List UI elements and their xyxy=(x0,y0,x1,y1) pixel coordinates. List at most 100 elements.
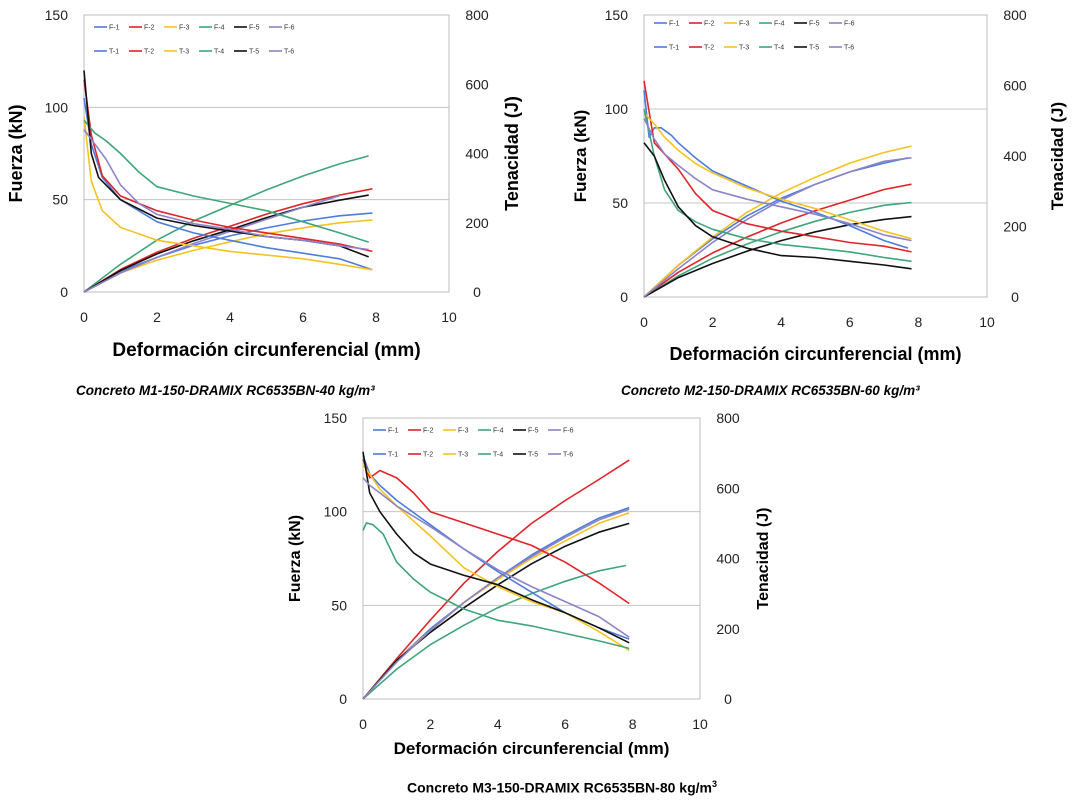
chart-1-caption: Concreto M1-150-DRAMIX RC6535BN-40 kg/m³ xyxy=(76,383,375,398)
y-tick-label: 50 xyxy=(331,597,347,613)
chart-3-caption-superscript: 3 xyxy=(711,779,717,789)
x-tick-label: 0 xyxy=(359,716,367,732)
y-tick-label: 100 xyxy=(605,101,629,117)
plot-area xyxy=(362,417,701,700)
y-tick-label: 100 xyxy=(45,99,69,115)
chart-2: 0 2 4 6 8 100501001500200400600800Deformación… xyxy=(571,7,1067,364)
legend-label-t-4: T-4 xyxy=(214,49,224,56)
legend-label-f-6: F-6 xyxy=(844,21,855,28)
legend-label-f-5: F-5 xyxy=(528,428,539,435)
legend-label-f-1: F-1 xyxy=(109,25,120,32)
x-tick-label: 8 xyxy=(372,309,380,325)
x-axis-title: Deformación circunferencial (mm) xyxy=(394,739,670,758)
chart-3: 0 2 4 6 8 100501001500200400600800Deformación… xyxy=(287,410,772,758)
x-axis-title: Deformación circunferencial (mm) xyxy=(669,344,961,364)
series-line-t-5 xyxy=(643,215,912,298)
legend-label-f-3: F-3 xyxy=(179,25,190,32)
y2-tick-label: 0 xyxy=(724,691,732,707)
y2-tick-label: 200 xyxy=(716,621,740,637)
series-line-t-4 xyxy=(83,155,369,293)
x-tick-label: 2 xyxy=(709,314,717,330)
series-line-f-3 xyxy=(362,464,630,651)
legend-label-f-2: F-2 xyxy=(423,428,434,435)
chart-3-caption-text: Concreto M3-150-DRAMIX RC6535BN-80 kg/m xyxy=(407,779,712,796)
y2-tick-label: 800 xyxy=(465,7,489,23)
y-tick-label: 0 xyxy=(620,289,628,305)
y2-tick-label: 800 xyxy=(1003,7,1027,23)
series-line-f-6 xyxy=(83,129,369,251)
series-line-t-3 xyxy=(83,219,373,293)
series-line-t-4 xyxy=(362,564,627,700)
series-line-f-6 xyxy=(643,118,912,242)
y-axis-title: Fuerza (kN) xyxy=(6,104,26,202)
plot-area xyxy=(83,14,450,293)
x-tick-label: 6 xyxy=(846,314,854,330)
legend-label-t-4: T-4 xyxy=(493,452,503,459)
y2-tick-label: 800 xyxy=(716,410,740,426)
x-tick-label: 4 xyxy=(494,716,502,732)
legend-label-f-3: F-3 xyxy=(739,21,750,28)
legend-label-f-1: F-1 xyxy=(669,21,680,28)
x-tick-label: 0 xyxy=(640,314,648,330)
series-line-f-3 xyxy=(83,116,373,271)
y-tick-label: 0 xyxy=(339,691,347,707)
series-line-t-3 xyxy=(643,145,912,298)
series-line-t-4 xyxy=(643,201,912,298)
x-tick-label: 8 xyxy=(629,716,637,732)
y2-tick-label: 400 xyxy=(1003,148,1027,164)
series-line-t-6 xyxy=(362,508,630,700)
y2-tick-label: 200 xyxy=(465,215,489,231)
legend-label-t-3: T-3 xyxy=(179,49,189,56)
y2-tick-label: 0 xyxy=(473,284,481,300)
chart-1: 0 2 4 6 8 100501001500200400600800Deformación… xyxy=(6,7,522,361)
legend-label-t-1: T-1 xyxy=(669,45,679,52)
legend-label-t-6: T-6 xyxy=(844,45,854,52)
legend-label-t-2: T-2 xyxy=(704,45,714,52)
y-tick-label: 150 xyxy=(324,410,348,426)
series-line-f-1 xyxy=(643,90,909,249)
legend-label-f-2: F-2 xyxy=(144,25,155,32)
series-line-t-1 xyxy=(83,212,373,293)
y2-tick-label: 600 xyxy=(1003,78,1027,94)
legend-label-t-1: T-1 xyxy=(109,49,119,56)
x-tick-label: 6 xyxy=(299,309,307,325)
chart-3-caption: Concreto M3-150-DRAMIX RC6535BN-80 kg/m3 xyxy=(407,779,717,796)
series-line-t-2 xyxy=(643,183,912,298)
legend-label-t-1: T-1 xyxy=(388,452,398,459)
legend-label-t-6: T-6 xyxy=(563,452,573,459)
y2-tick-label: 600 xyxy=(465,76,489,92)
y2-tick-label: 400 xyxy=(465,146,489,162)
legend-label-t-6: T-6 xyxy=(284,49,294,56)
legend-label-t-4: T-4 xyxy=(774,45,784,52)
series-line-f-4 xyxy=(362,522,630,650)
legend-label-f-5: F-5 xyxy=(249,25,260,32)
legend-label-t-2: T-2 xyxy=(144,49,154,56)
legend-label-f-6: F-6 xyxy=(284,25,295,32)
legend-label-f-4: F-4 xyxy=(214,25,225,32)
legend-label-f-5: F-5 xyxy=(809,21,820,28)
y2-tick-label: 200 xyxy=(1003,219,1027,235)
series-line-f-4 xyxy=(643,108,912,263)
series-line-f-2 xyxy=(83,79,373,253)
x-tick-label: 10 xyxy=(441,309,457,325)
series-line-t-2 xyxy=(83,188,373,293)
y2-axis-title: Tenacidad (J) xyxy=(502,96,522,211)
y2-axis-title: Tenacidad (J) xyxy=(755,508,772,610)
series-line-f-4 xyxy=(83,119,369,243)
legend-label-f-1: F-1 xyxy=(388,428,399,435)
x-tick-label: 4 xyxy=(777,314,785,330)
chart-2-caption: Concreto M2-150-DRAMIX RC6535BN-60 kg/m³ xyxy=(621,383,920,398)
y-tick-label: 50 xyxy=(612,195,628,211)
x-tick-label: 10 xyxy=(692,716,708,732)
series-line-t-6 xyxy=(83,194,340,293)
y-tick-label: 100 xyxy=(324,504,348,520)
series-line-f-5 xyxy=(643,142,912,270)
legend-label-f-2: F-2 xyxy=(704,21,715,28)
y2-tick-label: 0 xyxy=(1011,289,1019,305)
y2-tick-label: 600 xyxy=(716,480,740,496)
legend-label-f-4: F-4 xyxy=(493,428,504,435)
x-axis-title: Deformación circunferencial (mm) xyxy=(112,340,420,361)
series-line-f-3 xyxy=(643,112,912,240)
y-tick-label: 50 xyxy=(52,192,68,208)
series-line-f-6 xyxy=(362,477,630,638)
